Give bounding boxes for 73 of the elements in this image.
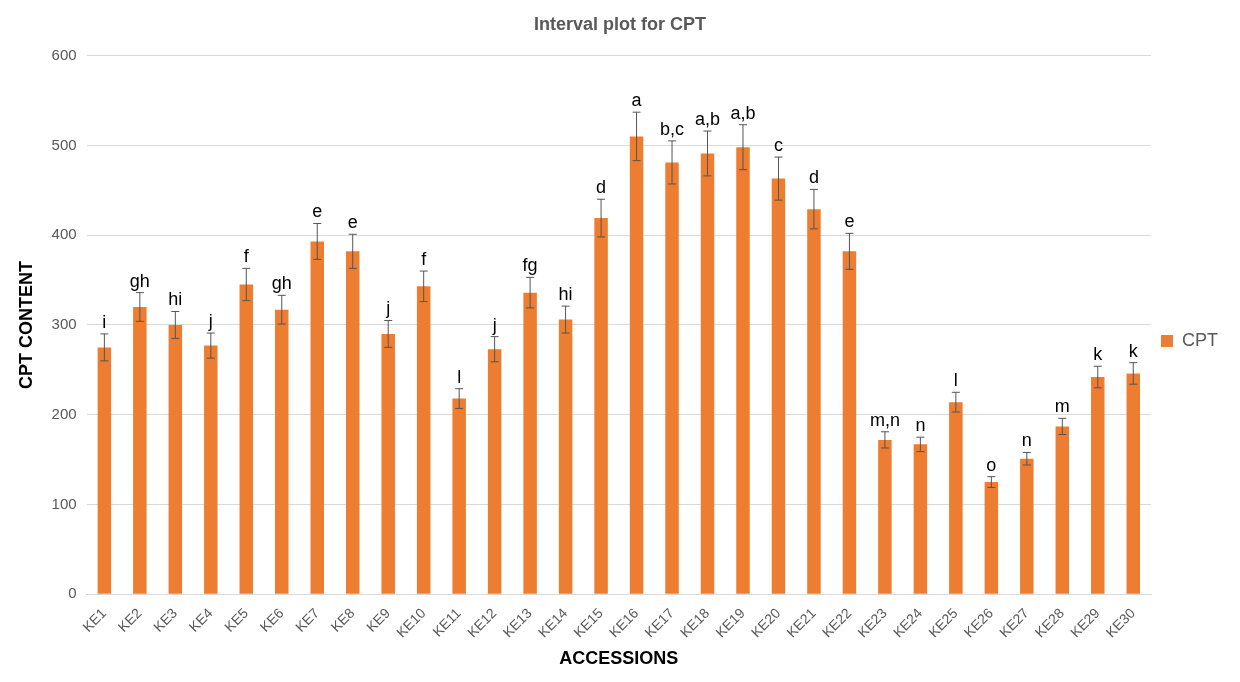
bar	[1091, 377, 1105, 594]
bar	[381, 333, 395, 594]
bar	[771, 178, 786, 594]
annotation: gh	[129, 270, 150, 291]
bar	[949, 402, 963, 594]
annotation: m,n	[869, 409, 900, 430]
annotation: l	[953, 370, 958, 391]
bar	[878, 439, 892, 594]
annotation: e	[347, 212, 358, 233]
bar	[452, 398, 466, 594]
annotation: m	[1054, 396, 1070, 417]
annotation: j	[491, 314, 497, 335]
bar	[275, 309, 289, 594]
annotation: k	[1093, 344, 1104, 365]
bar	[913, 444, 928, 594]
bar	[842, 251, 857, 594]
bar	[523, 292, 537, 594]
annotation: j	[385, 298, 391, 319]
annotation: d	[596, 177, 607, 198]
annotation: hi	[558, 284, 573, 305]
bar	[736, 147, 750, 594]
annotation: hi	[168, 289, 183, 310]
y-tick-label: 200	[51, 404, 77, 422]
annotation: i	[102, 311, 107, 332]
y-tick-label: 400	[51, 225, 77, 243]
y-tick-label: 300	[51, 315, 77, 333]
annotation: k	[1128, 340, 1139, 361]
y-tick-label: 600	[51, 45, 77, 63]
x-tick-label: KE9	[363, 604, 394, 635]
bar	[629, 136, 644, 594]
annotation: a	[631, 90, 643, 111]
bar	[594, 218, 608, 594]
annotation: b,c	[660, 118, 685, 139]
annotation: f	[421, 249, 428, 270]
annotation: l	[457, 366, 462, 387]
annotation: o	[986, 454, 997, 475]
bar	[345, 251, 360, 594]
annotation: e	[312, 201, 323, 222]
bar	[700, 153, 715, 594]
bar	[1020, 458, 1034, 594]
annotation: d	[808, 167, 819, 188]
bar	[168, 324, 183, 594]
bar	[487, 349, 502, 594]
x-axis-title: ACCESSIONS	[559, 648, 679, 669]
chart-title: Interval plot for CPT	[533, 13, 707, 34]
y-tick-label: 500	[51, 135, 77, 153]
bar	[416, 286, 431, 594]
bar	[97, 347, 112, 594]
annotation: a,b	[695, 108, 721, 129]
bar	[1055, 426, 1070, 594]
legend-label: CPT	[1182, 329, 1218, 350]
bar	[1126, 373, 1140, 594]
bar	[310, 241, 324, 594]
x-tick-label: KE1	[79, 604, 110, 635]
bar	[807, 209, 821, 594]
annotation: a,b	[730, 102, 756, 123]
bar	[558, 319, 573, 594]
annotation: j	[207, 311, 213, 331]
annotation: n	[1021, 430, 1032, 451]
bar	[239, 284, 254, 594]
annotation: n	[915, 415, 926, 436]
bar	[984, 482, 999, 594]
bar	[133, 307, 147, 594]
annotation: gh	[271, 273, 292, 294]
annotation: c	[773, 135, 783, 156]
bar	[204, 345, 218, 594]
y-tick-label: 0	[68, 584, 77, 602]
y-axis-title: CPT CONTENT	[15, 260, 36, 389]
annotation: fg	[522, 255, 538, 276]
annotation: e	[844, 211, 855, 232]
bar	[665, 162, 679, 594]
annotation: f	[243, 246, 250, 267]
y-tick-label: 100	[51, 494, 77, 512]
